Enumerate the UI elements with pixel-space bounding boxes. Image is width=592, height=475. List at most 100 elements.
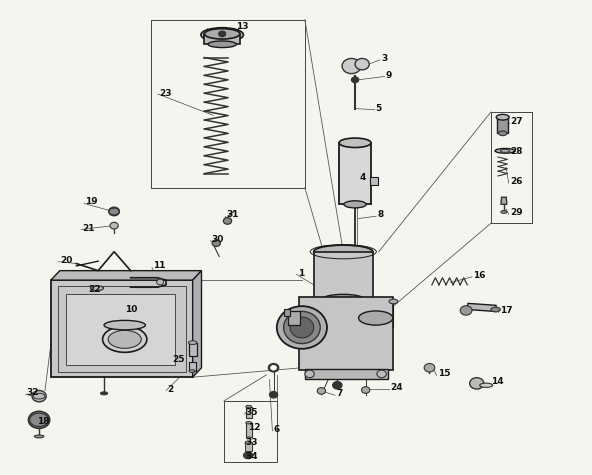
Bar xyxy=(58,286,185,371)
Polygon shape xyxy=(501,197,507,204)
Ellipse shape xyxy=(245,441,251,443)
Ellipse shape xyxy=(91,286,104,291)
Ellipse shape xyxy=(323,294,364,304)
Text: 7: 7 xyxy=(336,390,343,399)
Text: 13: 13 xyxy=(236,22,248,31)
Text: 12: 12 xyxy=(247,423,260,432)
Ellipse shape xyxy=(246,405,252,408)
Ellipse shape xyxy=(359,311,393,325)
Polygon shape xyxy=(192,271,201,377)
Circle shape xyxy=(342,58,361,74)
Ellipse shape xyxy=(344,201,366,208)
Text: 22: 22 xyxy=(88,285,101,294)
Circle shape xyxy=(333,381,342,389)
Circle shape xyxy=(157,279,164,285)
Text: 30: 30 xyxy=(211,235,224,244)
Text: 27: 27 xyxy=(510,117,522,126)
Text: 29: 29 xyxy=(510,209,522,218)
Bar xyxy=(66,294,175,365)
Bar xyxy=(51,280,192,377)
Ellipse shape xyxy=(491,307,500,312)
Circle shape xyxy=(460,306,472,315)
Text: 9: 9 xyxy=(386,71,392,79)
Ellipse shape xyxy=(496,114,509,120)
Text: 18: 18 xyxy=(37,417,50,426)
Circle shape xyxy=(469,378,484,389)
Circle shape xyxy=(355,58,369,70)
Polygon shape xyxy=(353,247,359,249)
Ellipse shape xyxy=(495,149,515,153)
Text: 8: 8 xyxy=(378,210,384,219)
Bar xyxy=(299,297,394,370)
Text: 33: 33 xyxy=(246,437,258,446)
Text: 35: 35 xyxy=(246,408,258,417)
Ellipse shape xyxy=(389,299,398,304)
Text: 28: 28 xyxy=(510,147,522,156)
Ellipse shape xyxy=(102,326,147,352)
Ellipse shape xyxy=(188,341,197,344)
Bar xyxy=(204,34,240,44)
Bar xyxy=(314,252,373,299)
Circle shape xyxy=(424,363,435,372)
Ellipse shape xyxy=(204,28,240,39)
Circle shape xyxy=(28,411,50,428)
Circle shape xyxy=(223,218,231,224)
Ellipse shape xyxy=(246,437,251,439)
Ellipse shape xyxy=(290,317,314,338)
Text: 24: 24 xyxy=(391,383,403,392)
Bar xyxy=(246,423,252,437)
Bar xyxy=(370,177,378,185)
Text: 31: 31 xyxy=(226,210,239,219)
Circle shape xyxy=(271,365,276,370)
Circle shape xyxy=(268,363,279,372)
Text: 10: 10 xyxy=(125,305,137,314)
Text: 23: 23 xyxy=(159,88,172,97)
Circle shape xyxy=(109,207,120,216)
Ellipse shape xyxy=(101,392,108,395)
Bar xyxy=(305,369,388,379)
Text: 11: 11 xyxy=(153,261,166,270)
Ellipse shape xyxy=(243,452,253,459)
Bar xyxy=(244,442,252,451)
Ellipse shape xyxy=(34,435,44,438)
Bar xyxy=(188,361,195,371)
Circle shape xyxy=(377,370,387,378)
Circle shape xyxy=(352,77,359,83)
Ellipse shape xyxy=(104,320,146,330)
Text: 5: 5 xyxy=(376,104,382,113)
Circle shape xyxy=(244,453,252,458)
Ellipse shape xyxy=(501,210,507,213)
Ellipse shape xyxy=(480,383,493,388)
Text: 2: 2 xyxy=(168,385,173,394)
Bar xyxy=(246,407,252,418)
Circle shape xyxy=(32,390,46,402)
Circle shape xyxy=(110,222,118,229)
Circle shape xyxy=(218,31,226,37)
Bar xyxy=(497,117,508,133)
Ellipse shape xyxy=(246,421,252,424)
Text: 34: 34 xyxy=(246,452,259,461)
Ellipse shape xyxy=(498,131,507,136)
Ellipse shape xyxy=(277,306,327,349)
Ellipse shape xyxy=(500,150,510,152)
Circle shape xyxy=(305,370,314,378)
Bar xyxy=(467,304,496,312)
Text: 25: 25 xyxy=(172,355,185,364)
Text: 17: 17 xyxy=(500,306,513,315)
Ellipse shape xyxy=(339,138,371,148)
Ellipse shape xyxy=(314,245,373,258)
Text: 15: 15 xyxy=(437,370,451,379)
Ellipse shape xyxy=(189,370,195,372)
Polygon shape xyxy=(51,271,201,280)
Ellipse shape xyxy=(284,312,320,343)
Bar xyxy=(188,342,197,356)
Ellipse shape xyxy=(208,41,236,48)
Text: 16: 16 xyxy=(473,271,485,280)
Circle shape xyxy=(212,240,220,247)
Circle shape xyxy=(317,388,326,394)
Text: 21: 21 xyxy=(82,224,95,233)
Text: 1: 1 xyxy=(298,268,304,277)
Text: 26: 26 xyxy=(510,177,522,186)
Text: 14: 14 xyxy=(491,378,504,387)
Text: 4: 4 xyxy=(360,173,366,182)
